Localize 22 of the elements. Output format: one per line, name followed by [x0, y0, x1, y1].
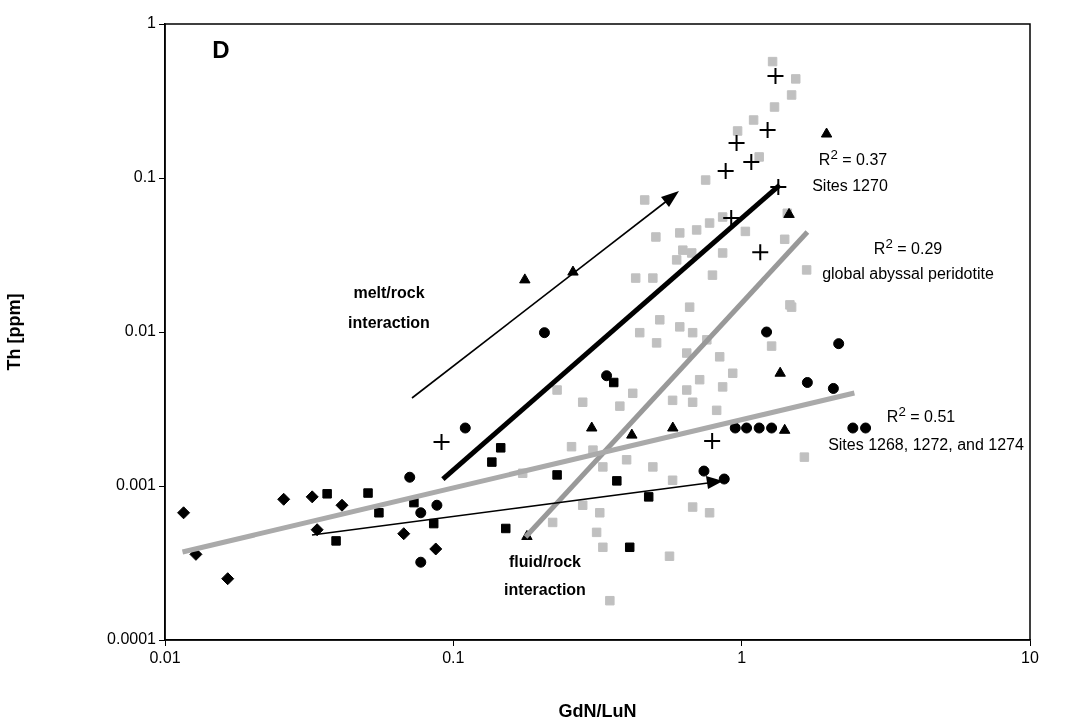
- annotation: Sites 1270: [812, 177, 888, 195]
- x-tick-label: 0.1: [442, 649, 465, 667]
- x-tick-label: 10: [1021, 649, 1039, 667]
- annotation: R$^{2}$ = 0.29: [873, 235, 943, 258]
- y-tick-label: 0.0001: [107, 630, 157, 648]
- x-axis-title: GdN/LuN: [558, 701, 637, 722]
- y-tick-label: 1: [147, 14, 157, 32]
- annotation: interaction: [504, 581, 586, 599]
- annotation: global abyssal peridotite: [822, 265, 994, 283]
- annotation: fluid/rock: [508, 553, 582, 571]
- y-tick-label: 0.1: [133, 168, 157, 186]
- y-tick-label: 0.01: [124, 322, 157, 340]
- annotation: melt/rock: [353, 284, 425, 302]
- y-axis-title: Th [ppm]: [3, 293, 24, 371]
- annotation: interaction: [348, 314, 430, 332]
- x-tick-label: 1: [737, 649, 747, 667]
- annotation: D: [212, 35, 230, 64]
- annotation: R$^{2}$ = 0.37: [818, 146, 888, 169]
- x-tick-label: 0.01: [149, 649, 181, 667]
- annotation: Sites 1268, 1272, and 1274: [828, 436, 1024, 454]
- y-tick-label: 0.001: [115, 476, 157, 494]
- annotation: R$^{2}$ = 0.51: [886, 403, 956, 426]
